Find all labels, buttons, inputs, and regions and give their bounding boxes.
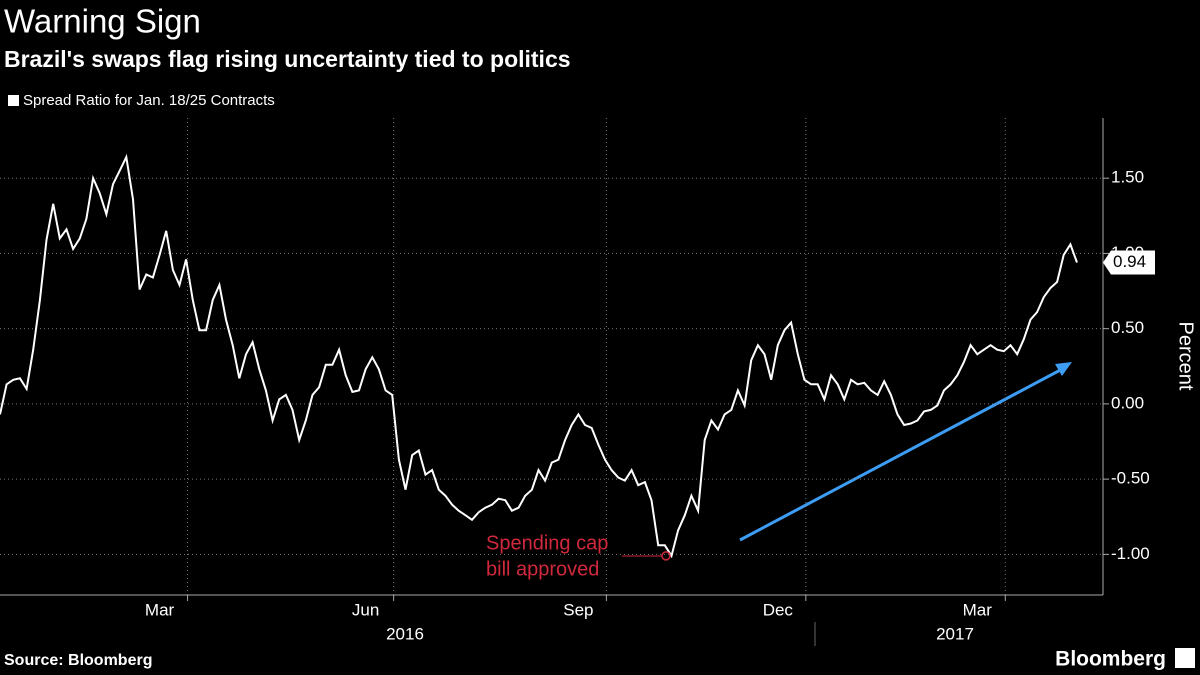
x-tick-label: Dec xyxy=(763,600,794,619)
legend-swatch xyxy=(8,95,19,106)
x-tick-label: Jun xyxy=(352,600,379,619)
y-tick-label: 0.00 xyxy=(1111,393,1144,412)
y-tick-label: 0.50 xyxy=(1111,318,1144,337)
x-group-label: 2016 xyxy=(386,624,424,643)
x-tick-label: Sep xyxy=(563,600,593,619)
brand: Bloomberg xyxy=(1055,648,1166,671)
y-axis-label: Percent xyxy=(1175,322,1197,391)
annotation: bill approved xyxy=(486,558,599,580)
last-value-label: 0.94 xyxy=(1113,252,1146,271)
trend-arrow xyxy=(739,365,1067,542)
x-tick-label: Mar xyxy=(145,600,175,619)
legend-label: Spread Ratio for Jan. 18/25 Contracts xyxy=(23,92,275,109)
annotation: Spending cap xyxy=(486,532,608,554)
source: Source: Bloomberg xyxy=(4,652,152,669)
y-tick-label: -0.50 xyxy=(1111,469,1150,488)
x-tick-label: Mar xyxy=(963,600,993,619)
line-series xyxy=(0,153,1078,559)
brand-icon xyxy=(1175,648,1195,668)
chart-subtitle: Brazil's swaps flag rising uncertainty t… xyxy=(4,46,571,72)
x-group-label: 2017 xyxy=(936,624,974,643)
arrow-head xyxy=(1055,362,1072,376)
chart-title: Warning Sign xyxy=(4,3,201,40)
y-tick-label: -1.00 xyxy=(1111,544,1150,563)
last-value-box xyxy=(1103,250,1155,275)
y-tick-label: 1.50 xyxy=(1111,168,1144,187)
annotation-marker xyxy=(661,551,671,561)
